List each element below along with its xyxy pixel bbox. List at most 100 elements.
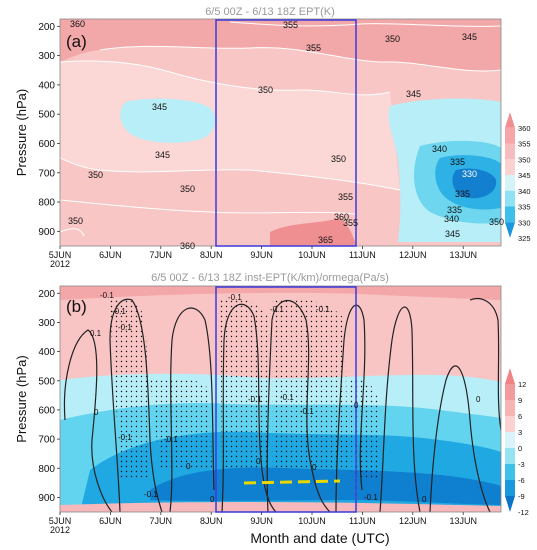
y-tick-label: 700	[38, 435, 55, 446]
x-tick-label: 9JUN	[250, 516, 273, 526]
contour-label: 0	[210, 495, 215, 504]
colorbar-cell	[505, 384, 515, 400]
y-tick-label: 300	[38, 51, 55, 62]
colorbar-label: 0	[518, 444, 522, 453]
panel-a-high-365	[270, 218, 356, 246]
contour-label: 335	[450, 157, 465, 167]
panel-b-stipple-2	[150, 377, 212, 470]
contour-label: -0.1	[144, 490, 158, 499]
y-axis-title: Pressure (hPa)	[14, 89, 29, 176]
contour-label: -0.1	[164, 435, 178, 444]
panel-b-stipple-3	[220, 298, 270, 470]
contour-label: 360	[180, 241, 195, 251]
contour-label: -0.1	[280, 393, 294, 402]
contour-label: -0.1	[228, 293, 242, 302]
contour-label: 355	[283, 20, 298, 30]
panel-b-colorbar: 12 9 6 3 0 -3 -6 -9 -12	[505, 368, 529, 517]
panel-b: 6/5 00Z - 6/13 18Z inst-EPT(K/km)/ormega…	[14, 272, 529, 535]
panel-b-field	[60, 286, 501, 512]
colorbar-label: 335	[518, 203, 531, 212]
contour-label: 0	[476, 395, 481, 404]
contour-label: 0	[312, 463, 317, 472]
panel-b-contour-2	[109, 298, 163, 512]
colorbar-cell	[505, 496, 515, 512]
x-axis-title: Month and date (UTC)	[250, 530, 389, 546]
contour-label: -0.1	[248, 395, 262, 404]
contour-label: 345	[445, 229, 460, 239]
panel-a-contour-3	[60, 199, 356, 215]
x-tick-label: 8JUN	[200, 516, 223, 526]
y-tick-label: 800	[38, 198, 55, 209]
y-tick-label: 900	[38, 493, 55, 504]
y-tick-label: 400	[38, 80, 55, 91]
panel-a-highlight-box	[215, 19, 357, 247]
contour-label: 355	[343, 218, 358, 228]
contour-label: -0.1	[118, 433, 132, 442]
colorbar-label: 350	[518, 155, 531, 164]
contour-label: 350	[385, 34, 400, 44]
x-tick-label: 13JUN	[449, 250, 477, 260]
colorbar-label: 355	[518, 140, 531, 149]
colorbar-cell	[505, 206, 515, 223]
x-tick-label: 11JUN	[349, 250, 376, 260]
colorbar-cell	[505, 480, 515, 496]
x-tick-label: 10JUN	[298, 250, 326, 260]
panel-a-band-355	[60, 19, 501, 72]
panel-a-low-pool	[120, 98, 216, 143]
y-axis-title: Pressure (hPa)	[14, 355, 29, 442]
colorbar-label: 12	[518, 380, 526, 389]
contour-label: 360	[70, 19, 85, 29]
panel-b-contour-5	[266, 299, 331, 512]
contour-label: 350	[180, 184, 195, 194]
x-tick-label: 13JUN	[449, 516, 477, 526]
colorbar-label: 360	[518, 124, 531, 133]
y-tick-label: 200	[38, 22, 55, 33]
x-tick-label: 12JUN	[399, 250, 427, 260]
y-tick-label: 300	[38, 318, 55, 329]
colorbar-label: 9	[518, 396, 522, 405]
panel-b-stipple-4	[272, 298, 348, 470]
colorbar-cell	[505, 222, 515, 238]
contour-label: 330	[462, 169, 477, 179]
contour-label: -0.1	[100, 291, 114, 300]
panel-a: 6/5 00Z - 6/13 18Z EPT(K) (a) 360 355 35…	[14, 6, 531, 269]
x-tick-label: 12JUN	[399, 516, 427, 526]
contour-label: 0	[422, 495, 427, 504]
contour-label: 350	[258, 85, 273, 95]
colorbar-label: -6	[518, 476, 525, 485]
colorbar-label: -9	[518, 492, 525, 501]
x-tick-label: 10JUN	[298, 516, 326, 526]
contour-label: 340	[432, 144, 447, 154]
contour-label: 345	[152, 102, 167, 112]
colorbar-label: 3	[518, 428, 522, 437]
contour-label: 350	[88, 170, 103, 180]
contour-label: 0	[186, 462, 191, 471]
y-tick-label: 500	[38, 110, 55, 121]
colorbar-label: -12	[518, 508, 529, 517]
colorbar-cell	[505, 400, 515, 416]
panel-a-field	[60, 19, 501, 246]
y-tick-label: 400	[38, 347, 55, 358]
panel-b-stipple-1	[110, 298, 150, 480]
contour-label: -0.1	[364, 493, 378, 502]
contour-label: -0.1	[270, 305, 284, 314]
panel-b-contour-labels: -0.1 -0.1 -0.1 0.1 -0.1 -0.1 -0.1 -0.1 -…	[90, 291, 481, 504]
contour-label: -0.1	[118, 323, 132, 332]
colorbar-cell	[505, 175, 515, 191]
panel-a-contour-labels: 360 355 350 345 350 345 350 355 355 350 …	[68, 19, 504, 251]
x-tick-label: 7JUN	[150, 250, 173, 260]
x-tick-label: 6JUN	[99, 516, 122, 526]
panel-b-axes: 200 300 400 500 600 700 800 900 5JUN 2012 6JUN 7JUN…	[14, 289, 477, 535]
colorbar-cell	[505, 448, 515, 464]
panel-b-contour-6	[335, 304, 366, 512]
panel-a-contour-5	[99, 45, 501, 72]
contour-label: 335	[455, 189, 470, 199]
x-tick-label: 6JUN	[99, 250, 122, 260]
contour-label: 345	[462, 32, 477, 42]
panel-b-stipple-5	[350, 379, 380, 480]
panel-b-label: (b)	[66, 297, 87, 316]
contour-label: 0	[256, 457, 261, 466]
contour-label: 0	[94, 408, 99, 417]
contour-label: 350	[331, 154, 346, 164]
